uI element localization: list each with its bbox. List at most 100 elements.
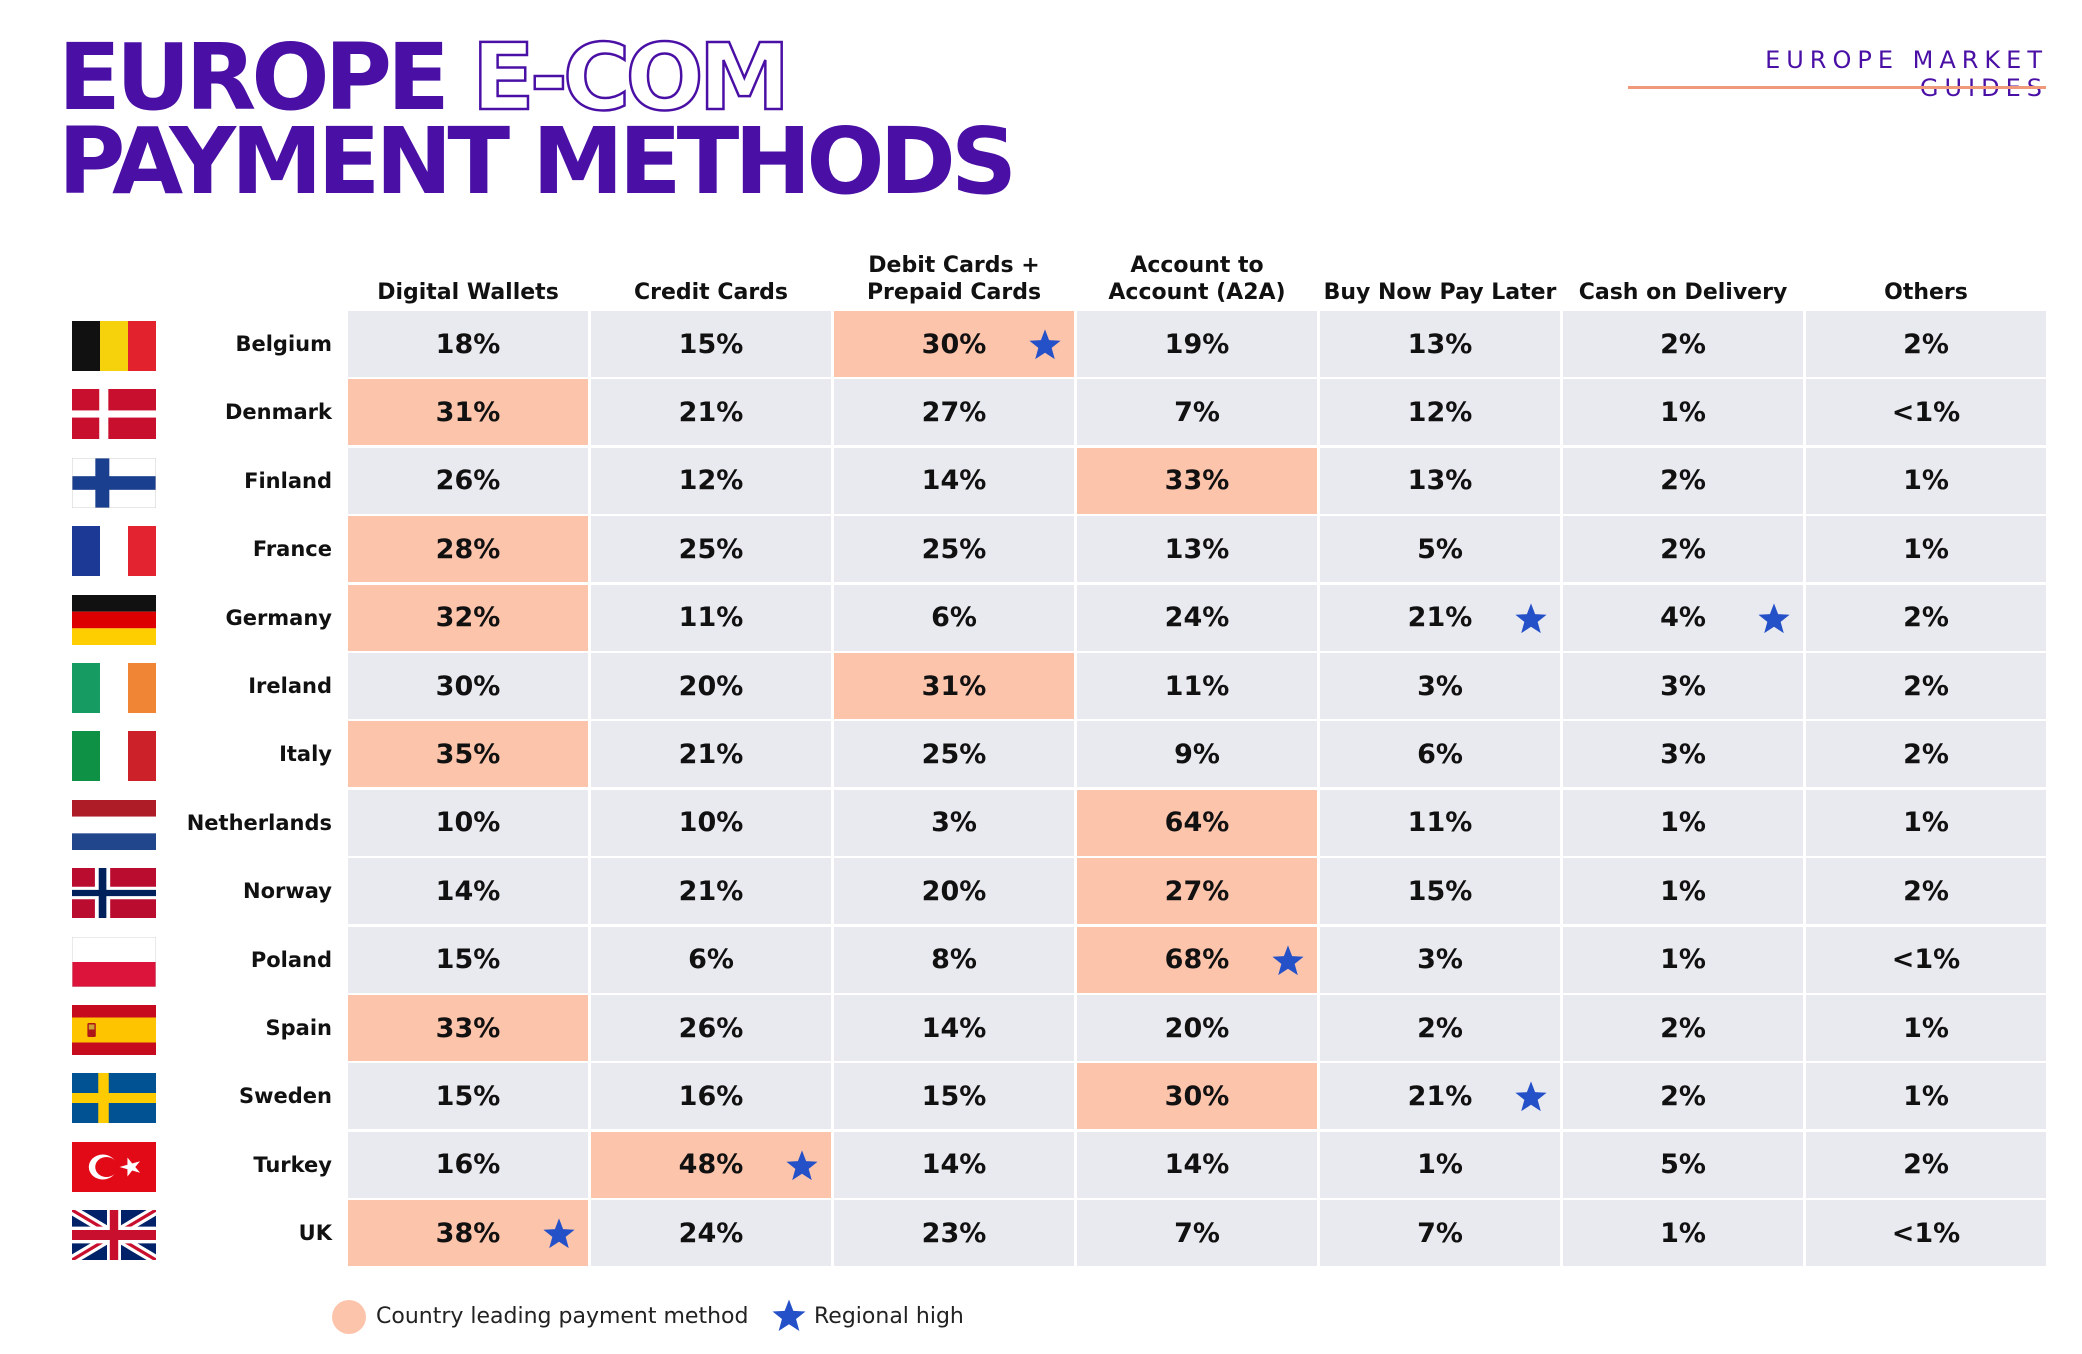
table-cell: 14% — [1077, 1131, 1317, 1198]
table-cell: 2% — [1563, 1063, 1803, 1130]
table-cell: 27% — [834, 379, 1074, 446]
cell-value: <1% — [1891, 396, 1961, 428]
column-header-cash-on-delivery: Cash on Delivery — [1578, 280, 1788, 305]
cell-value: 6% — [931, 602, 977, 634]
table-cell: 33% — [1077, 447, 1317, 514]
table-cell: 30% — [348, 653, 588, 719]
column-header-account-to-account-a2a: Account to Account (A2A) — [1108, 253, 1286, 305]
cell-value: 11% — [1407, 807, 1473, 839]
table-cell: 68% — [1077, 926, 1317, 993]
cell-value: 6% — [688, 944, 734, 976]
cell-value: 1% — [1660, 875, 1706, 907]
cell-value: 2% — [1660, 328, 1706, 360]
table-cell: 1% — [1563, 1200, 1803, 1267]
cell-value: 21% — [678, 738, 744, 770]
table-cell: 1% — [1806, 789, 2046, 856]
cell-value: 13% — [1407, 328, 1473, 360]
table-cell: 11% — [1077, 653, 1317, 719]
cell-value: 7% — [1174, 396, 1220, 428]
table-cell: 38% — [348, 1200, 588, 1267]
cell-value: 1% — [1660, 944, 1706, 976]
cell-value: 15% — [435, 1080, 501, 1112]
page-title: EUROPE E-COM PAYMENT METHODS — [58, 30, 1017, 215]
regional-high-star-icon — [542, 1217, 576, 1249]
cell-value: 2% — [1903, 670, 1949, 702]
cell-value: 5% — [1417, 533, 1463, 565]
table-cell: 2% — [1806, 584, 2046, 651]
cell-value: <1% — [1891, 944, 1961, 976]
cell-value: 33% — [1164, 465, 1230, 497]
table-cell: 13% — [1077, 516, 1317, 583]
country-label: Turkey — [253, 1152, 332, 1177]
cell-value: 2% — [1903, 875, 1949, 907]
cell-value: 10% — [435, 807, 501, 839]
country-label: Sweden — [239, 1084, 332, 1109]
table-cell: 24% — [591, 1200, 831, 1267]
table-cell: 20% — [591, 653, 831, 719]
table-cell: 15% — [348, 1063, 588, 1130]
cell-value: 13% — [1407, 465, 1473, 497]
ireland-flag-icon — [72, 663, 156, 713]
table-cell: 2% — [1806, 858, 2046, 925]
cell-value: 16% — [435, 1149, 501, 1181]
table-cell: 6% — [1320, 721, 1560, 788]
country-label: Poland — [250, 947, 332, 972]
table-cell: 6% — [591, 926, 831, 993]
table-row-belgium: Belgium 18% 15% 30% 19% 13% 2% 2% — [0, 311, 2082, 377]
cell-value: 1% — [1660, 396, 1706, 428]
table-cell: 14% — [348, 858, 588, 925]
table-cell: 1% — [1563, 926, 1803, 993]
cell-value: 14% — [921, 1012, 987, 1044]
cell-value: 27% — [1164, 875, 1230, 907]
cell-value: 14% — [921, 465, 987, 497]
cell-value: 24% — [678, 1217, 744, 1249]
cell-value: 19% — [1164, 328, 1230, 360]
table-cell: 11% — [591, 584, 831, 651]
table-cell: 10% — [348, 789, 588, 856]
table-cell: 1% — [1806, 447, 2046, 514]
title-line-2: PAYMENT METHODS — [58, 108, 1017, 215]
table-cell: 18% — [348, 311, 588, 377]
cell-value: <1% — [1891, 1217, 1961, 1249]
table-row-finland: Finland 26% 12% 14% 33% 13% 2% 1% — [0, 447, 2082, 514]
table-row-spain: Spain 33% 26% 14% 20% 2% 2% 1% — [0, 995, 2082, 1061]
table-row-uk: UK 38% 24% 23% 7% 7% 1% <1% — [0, 1200, 2082, 1267]
cell-value: 18% — [435, 328, 501, 360]
cell-value: 3% — [1417, 944, 1463, 976]
country-label: Spain — [265, 1016, 332, 1040]
table-cell: 1% — [1806, 995, 2046, 1061]
country-label: France — [252, 537, 332, 562]
cell-value: 25% — [921, 738, 987, 770]
table-cell: 15% — [591, 311, 831, 377]
table-cell: 21% — [591, 858, 831, 925]
cell-value: 3% — [931, 807, 977, 839]
table-cell: 25% — [591, 516, 831, 583]
table-cell: <1% — [1806, 926, 2046, 993]
cell-value: 21% — [1407, 602, 1473, 634]
table-cell: 2% — [1563, 311, 1803, 377]
table-cell: 5% — [1563, 1131, 1803, 1198]
cell-value: 1% — [1903, 1012, 1949, 1044]
table-cell: <1% — [1806, 1200, 2046, 1267]
country-label: Italy — [279, 742, 332, 767]
column-header-credit-cards: Credit Cards — [633, 280, 789, 305]
table-row-denmark: Denmark 31% 21% 27% 7% 12% 1% <1% — [0, 379, 2082, 446]
cell-value: 15% — [678, 328, 744, 360]
country-label: Denmark — [225, 400, 332, 425]
cell-value: 1% — [1903, 465, 1949, 497]
table-cell: 33% — [348, 995, 588, 1061]
table-row-turkey: Turkey 16% 48% 14% 14% 1% 5% 2% — [0, 1131, 2082, 1198]
cell-value: 2% — [1660, 1012, 1706, 1044]
cell-value: 1% — [1903, 1080, 1949, 1112]
column-header-digital-wallets: Digital Wallets — [377, 280, 559, 305]
regional-high-star-icon — [1514, 1080, 1548, 1112]
cell-value: 23% — [921, 1217, 987, 1249]
cell-value: 7% — [1417, 1217, 1463, 1249]
cell-value: 3% — [1660, 670, 1706, 702]
germany-flag-icon — [72, 594, 156, 645]
table-cell: 2% — [1806, 311, 2046, 377]
table-cell: 10% — [591, 789, 831, 856]
cell-value: 16% — [678, 1080, 744, 1112]
table-cell: 21% — [591, 379, 831, 446]
cell-value: 14% — [1164, 1149, 1230, 1181]
